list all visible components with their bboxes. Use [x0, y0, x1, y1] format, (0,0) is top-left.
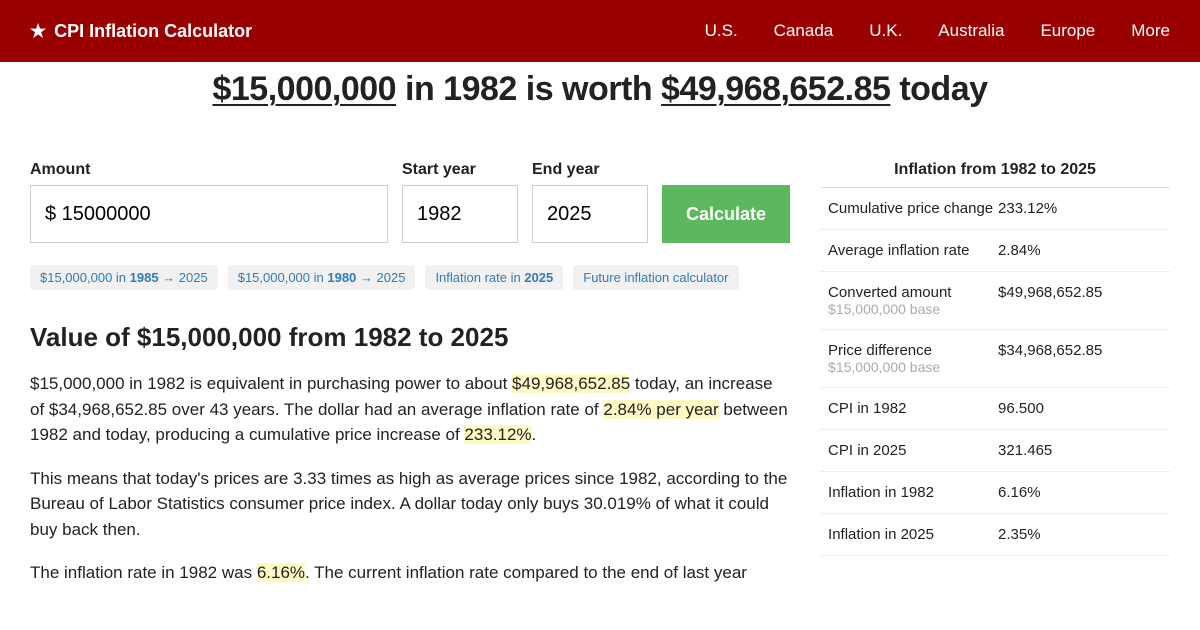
headline-result: $49,968,652.85	[661, 70, 890, 108]
nav-links: U.S. Canada U.K. Australia Europe More	[705, 21, 1170, 41]
stat-label: Average inflation rate	[828, 242, 998, 259]
nav-canada[interactable]: Canada	[774, 21, 834, 41]
main-column: Amount Start year End year Calculate $15…	[30, 161, 790, 604]
page-headline: $15,000,000 in 1982 is worth $49,968,652…	[0, 70, 1200, 109]
start-year-input[interactable]	[402, 185, 518, 243]
amount-input[interactable]	[30, 185, 388, 243]
stat-label: CPI in 1982	[828, 400, 998, 417]
stats-table: Cumulative price change233.12%Average in…	[820, 187, 1170, 556]
stat-label: Inflation in 1982	[828, 484, 998, 501]
stat-value: $34,968,652.85	[998, 342, 1162, 375]
stat-value: 6.16%	[998, 484, 1162, 501]
sidebar: Inflation from 1982 to 2025 Cumulative p…	[820, 161, 1170, 604]
stat-label: CPI in 2025	[828, 442, 998, 459]
chip-1985[interactable]: $15,000,000 in 1985 → 2025	[30, 265, 218, 290]
stat-row: Inflation in 19826.16%	[820, 472, 1170, 514]
calculator-form: Amount Start year End year Calculate	[30, 161, 790, 243]
stat-label: Converted amount$15,000,000 base	[828, 284, 998, 317]
chip-1980[interactable]: $15,000,000 in 1980 → 2025	[228, 265, 416, 290]
nav-us[interactable]: U.S.	[705, 21, 738, 41]
stat-value: 321.465	[998, 442, 1162, 459]
nav-more[interactable]: More	[1131, 21, 1170, 41]
nav-uk[interactable]: U.K.	[869, 21, 902, 41]
stat-value: 96.500	[998, 400, 1162, 417]
stat-label: Cumulative price change	[828, 200, 998, 217]
stat-value: 233.12%	[998, 200, 1162, 217]
nav-europe[interactable]: Europe	[1040, 21, 1095, 41]
section-title: Value of $15,000,000 from 1982 to 2025	[30, 322, 790, 353]
headline-amount: $15,000,000	[212, 70, 396, 108]
chip-rate-2025[interactable]: Inflation rate in 2025	[425, 265, 563, 290]
brand[interactable]: ★ CPI Inflation Calculator	[30, 21, 252, 42]
stat-row: CPI in 2025321.465	[820, 430, 1170, 472]
brand-text: CPI Inflation Calculator	[54, 21, 252, 42]
stat-value: 2.35%	[998, 526, 1162, 543]
stat-row: CPI in 198296.500	[820, 388, 1170, 430]
paragraph-3: The inflation rate in 1982 was 6.16%. Th…	[30, 560, 790, 586]
stat-sublabel: $15,000,000 base	[828, 301, 998, 317]
chip-future[interactable]: Future inflation calculator	[573, 265, 738, 290]
stat-sublabel: $15,000,000 base	[828, 359, 998, 375]
calculate-button[interactable]: Calculate	[662, 185, 790, 243]
stat-label: Price difference$15,000,000 base	[828, 342, 998, 375]
stat-value: $49,968,652.85	[998, 284, 1162, 317]
end-year-input[interactable]	[532, 185, 648, 243]
stat-row: Inflation in 20252.35%	[820, 514, 1170, 556]
stat-row: Converted amount$15,000,000 base$49,968,…	[820, 272, 1170, 330]
sidebar-title: Inflation from 1982 to 2025	[820, 161, 1170, 187]
paragraph-2: This means that today's prices are 3.33 …	[30, 466, 790, 543]
stat-row: Price difference$15,000,000 base$34,968,…	[820, 330, 1170, 388]
stat-row: Average inflation rate2.84%	[820, 230, 1170, 272]
stat-row: Cumulative price change233.12%	[820, 188, 1170, 230]
stat-label: Inflation in 2025	[828, 526, 998, 543]
start-year-label: Start year	[402, 161, 518, 179]
top-nav: ★ CPI Inflation Calculator U.S. Canada U…	[0, 0, 1200, 62]
end-year-label: End year	[532, 161, 648, 179]
nav-australia[interactable]: Australia	[938, 21, 1004, 41]
amount-label: Amount	[30, 161, 388, 179]
stat-value: 2.84%	[998, 242, 1162, 259]
paragraph-1: $15,000,000 in 1982 is equivalent in pur…	[30, 371, 790, 448]
related-chips: $15,000,000 in 1985 → 2025 $15,000,000 i…	[30, 265, 790, 290]
star-icon: ★	[30, 21, 46, 42]
